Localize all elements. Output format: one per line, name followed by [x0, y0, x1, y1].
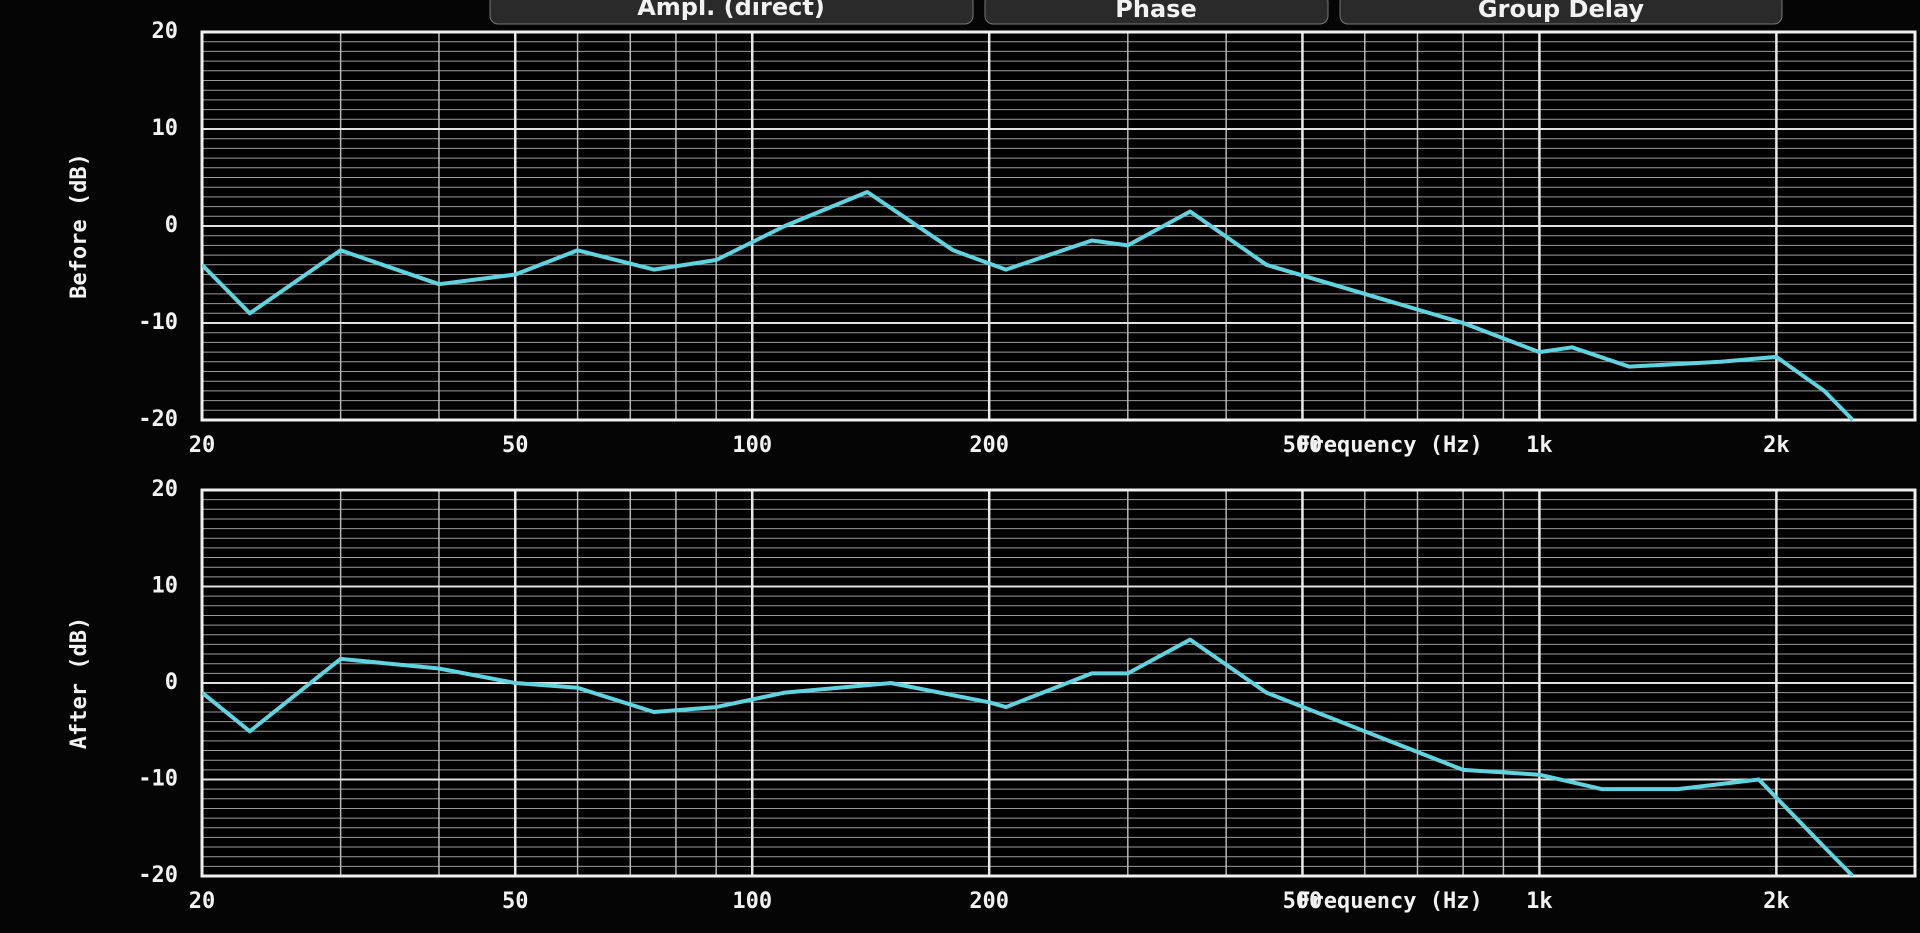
x-tick-label: 200	[969, 433, 1009, 458]
x-tick-label: 200	[969, 889, 1009, 914]
x-tick-label: 20	[189, 433, 216, 458]
y-tick-label: 20	[152, 19, 179, 44]
y-axis-label: Before (dB)	[67, 153, 92, 299]
y-tick-label: -10	[138, 767, 178, 792]
y-tick-label: -20	[138, 863, 178, 888]
y-tick-label: 10	[152, 574, 179, 599]
tab[interactable]: Ampl. (direct)	[489, 0, 974, 25]
data-line	[202, 637, 1855, 876]
tab-label[interactable]: Group Delay	[1478, 0, 1645, 23]
x-tick-label: 50	[502, 889, 529, 914]
x-tick-label: 1k	[1526, 433, 1553, 458]
data-line	[202, 190, 1855, 422]
y-tick-label: 0	[165, 670, 178, 695]
x-tick-label: 1k	[1526, 889, 1553, 914]
x-axis-label: Frequency (Hz)	[1297, 433, 1482, 458]
tab[interactable]: Group Delay	[1339, 0, 1783, 25]
x-tick-label: 500	[1283, 433, 1323, 458]
x-tick-label: 500	[1283, 889, 1323, 914]
x-tick-label: 100	[732, 433, 772, 458]
tab-label[interactable]: Ampl. (direct)	[637, 0, 825, 21]
tab-shape[interactable]	[1339, 0, 1783, 25]
tab-label[interactable]: Phase	[1115, 0, 1196, 23]
y-tick-label: 20	[152, 477, 179, 502]
x-tick-label: 100	[732, 889, 772, 914]
y-tick-label: 0	[165, 213, 178, 238]
tab-shape[interactable]	[984, 0, 1329, 25]
plot-frame	[200, 30, 1917, 422]
y-tick-label: -20	[138, 407, 178, 432]
x-tick-label: 50	[502, 433, 529, 458]
x-tick-label: 2k	[1763, 889, 1790, 914]
y-tick-label: -10	[138, 310, 178, 335]
y-axis-label: After (dB)	[67, 617, 92, 749]
x-axis-label: Frequency (Hz)	[1297, 889, 1482, 914]
y-tick-label: 10	[152, 116, 179, 141]
x-tick-label: 2k	[1763, 433, 1790, 458]
tab-shape[interactable]	[489, 0, 974, 25]
tab[interactable]: Phase	[984, 0, 1329, 25]
x-tick-label: 20	[189, 889, 216, 914]
plot-frame	[200, 488, 1917, 878]
